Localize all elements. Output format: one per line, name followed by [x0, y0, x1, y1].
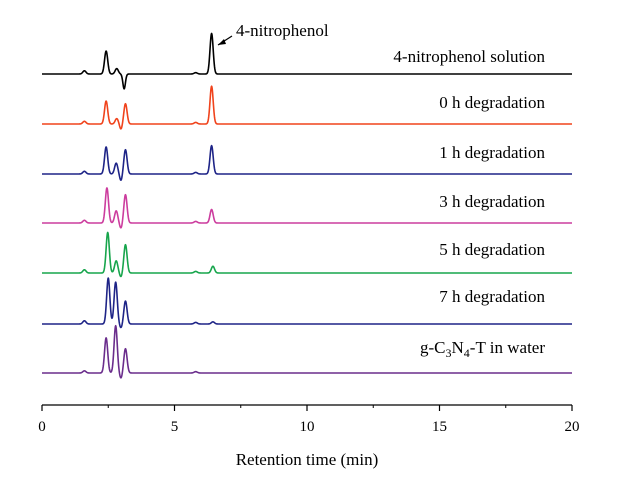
- peak-annotation: 4-nitrophenol: [217, 21, 329, 46]
- trace-label: g-C3N4-T in water: [420, 338, 545, 360]
- x-tick-label: 0: [38, 419, 46, 435]
- trace-label: 7 h degradation: [439, 287, 545, 306]
- x-tick-label: 20: [565, 419, 580, 435]
- x-tick-label: 15: [432, 419, 447, 435]
- trace-line: [41, 85, 573, 130]
- x-axis-title: Retention time (min): [236, 450, 379, 469]
- trace-line: [41, 277, 573, 329]
- x-axis: 0 5 10 15 20: [38, 404, 580, 435]
- trace-group: [41, 32, 573, 379]
- trace-label: 4-nitrophenol solution: [393, 47, 545, 66]
- trace-label: 0 h degradation: [439, 93, 545, 112]
- x-tick-label: 5: [171, 419, 179, 435]
- trace-line: [41, 231, 573, 278]
- trace-line: [41, 144, 573, 181]
- x-tick-label: 10: [300, 419, 315, 435]
- trace-line: [41, 32, 573, 90]
- trace-label-group: 4-nitrophenol solution 0 h degradation 1 h…: [393, 47, 545, 360]
- trace-label: 3 h degradation: [439, 192, 545, 211]
- trace-line: [41, 187, 573, 229]
- annotation-text: 4-nitrophenol: [236, 21, 329, 40]
- trace-line: [41, 324, 573, 379]
- trace-label: 5 h degradation: [439, 240, 545, 259]
- annotation-arrow-head: [218, 39, 226, 45]
- trace-label: 1 h degradation: [439, 143, 545, 162]
